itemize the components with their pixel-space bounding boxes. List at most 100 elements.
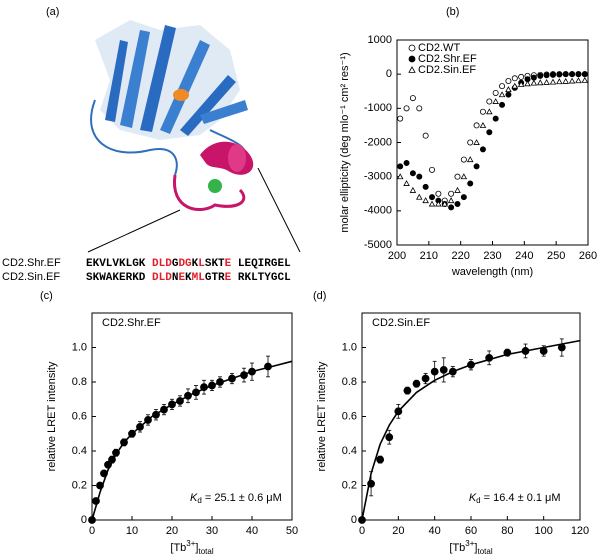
series-label: CD2.Sin.EF xyxy=(372,317,430,329)
marker xyxy=(530,79,538,86)
y-tick-label: 0.4 xyxy=(342,445,357,457)
marker xyxy=(581,76,589,83)
sequence-segment: K xyxy=(185,272,192,284)
marker xyxy=(511,75,518,82)
y-tick-label: 0.6 xyxy=(342,410,357,422)
marker xyxy=(416,193,423,200)
marker xyxy=(429,194,436,201)
marker xyxy=(479,146,486,153)
sequence-segment: E xyxy=(225,272,232,284)
sequence-segment: EKVLVKLGK xyxy=(86,258,152,270)
x-tick-label: 50 xyxy=(286,525,298,537)
sequence-segment: DG xyxy=(178,258,192,270)
y-tick-label: 0.2 xyxy=(342,479,357,491)
x-axis-label: [Tb3+]total xyxy=(170,539,213,556)
y-tick-label: 0.2 xyxy=(72,479,87,491)
x-tick-label: 40 xyxy=(246,525,258,537)
marker xyxy=(581,71,588,78)
marker xyxy=(568,77,576,84)
y-tick-label: 1.0 xyxy=(72,341,87,353)
marker xyxy=(403,159,410,166)
marker xyxy=(108,455,116,464)
marker xyxy=(92,497,100,505)
x-axis-label-part: 3+ xyxy=(465,539,474,548)
y-tick-label: 0.6 xyxy=(72,410,87,422)
marker xyxy=(575,71,582,78)
sequence-name: CD2.Shr.EF xyxy=(2,257,61,269)
y-axis-label: relative LRET intensity xyxy=(316,361,328,471)
kd-annotation-part: K xyxy=(469,492,477,504)
marker xyxy=(422,183,429,190)
legend-label: CD2.WT xyxy=(418,42,460,54)
kd-annotation-part: = 16.4 ± 0.1 μM xyxy=(481,492,561,504)
sequence-segment: RKLTYGCL xyxy=(231,272,291,284)
marker xyxy=(454,186,461,193)
marker xyxy=(539,347,548,355)
x-tick-label: 230 xyxy=(483,250,501,262)
x-tick-label: 250 xyxy=(547,250,565,262)
marker xyxy=(396,173,404,180)
marker xyxy=(192,388,200,397)
marker xyxy=(430,367,439,376)
marker xyxy=(144,416,152,424)
sequence-segment: DLD xyxy=(152,258,172,270)
marker xyxy=(100,469,108,478)
legend-marker xyxy=(408,55,416,63)
marker xyxy=(248,367,256,376)
marker xyxy=(168,400,176,409)
sequence-segment: E xyxy=(225,258,232,270)
marker xyxy=(439,366,448,374)
kd-annotation: Kd = 16.4 ± 0.1 μM xyxy=(469,492,561,505)
marker xyxy=(435,190,442,197)
marker xyxy=(517,80,525,87)
marker xyxy=(429,166,436,173)
marker xyxy=(524,80,531,87)
marker xyxy=(416,173,423,180)
marker xyxy=(557,343,566,352)
marker xyxy=(358,516,366,524)
sequence-segment: E xyxy=(178,272,185,284)
x-tick-label: 260 xyxy=(579,250,597,262)
marker xyxy=(536,79,544,86)
marker xyxy=(467,139,474,146)
marker xyxy=(428,200,436,207)
marker xyxy=(530,74,537,81)
kd-annotation: Kd = 25.1 ± 0.6 μM xyxy=(190,492,282,505)
y-tick-label: -1000 xyxy=(364,102,392,114)
marker xyxy=(498,91,506,98)
marker xyxy=(479,108,486,115)
x-tick-label: 220 xyxy=(451,250,469,262)
panel-label: (d) xyxy=(313,290,326,302)
sequence-segment: GTR xyxy=(205,272,225,284)
marker xyxy=(403,180,410,186)
marker xyxy=(479,121,487,128)
marker xyxy=(412,379,421,388)
marker xyxy=(492,115,499,122)
marker xyxy=(499,83,506,90)
marker xyxy=(543,78,550,85)
marker xyxy=(176,397,184,405)
y-tick-label: 0 xyxy=(386,68,392,80)
sequence-segment: DLD xyxy=(152,272,172,284)
x-tick-label: 20 xyxy=(392,525,404,537)
marker xyxy=(454,200,461,207)
marker xyxy=(447,197,455,204)
marker xyxy=(492,98,499,104)
sequence-segment: K xyxy=(192,258,199,270)
y-tick-label: -2000 xyxy=(364,136,392,148)
marker xyxy=(562,71,569,78)
marker xyxy=(152,410,160,419)
marker xyxy=(499,101,506,108)
panel-label: (a) xyxy=(46,6,59,18)
marker xyxy=(240,371,248,380)
y-tick-label: 1000 xyxy=(368,34,392,46)
x-tick-label: 10 xyxy=(126,525,138,537)
plot-frame xyxy=(91,312,293,521)
marker xyxy=(575,77,582,84)
marker xyxy=(264,362,272,371)
kd-annotation-part: d xyxy=(476,496,480,505)
marker xyxy=(521,347,530,355)
y-tick-label: 0.8 xyxy=(72,376,87,388)
marker xyxy=(397,163,404,170)
y-tick-label: 1.0 xyxy=(342,341,357,353)
